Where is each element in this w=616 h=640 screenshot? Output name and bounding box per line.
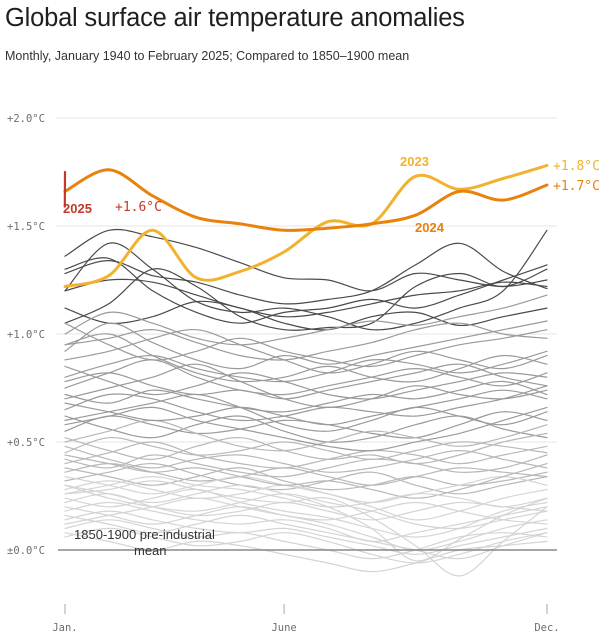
y-tick-label: +1.5°C (7, 221, 45, 233)
value-label-2023: +1.8°C (553, 159, 600, 174)
series-line (64, 389, 548, 426)
x-tick-label: Jan. (52, 622, 77, 634)
value-label-2024: +1.7°C (553, 179, 600, 194)
annotations: 1850-1900 pre-industrial mean 2023 2024 20… (63, 154, 600, 558)
y-tick-label: ±0.0°C (7, 545, 45, 557)
chart-title: Global surface air temperature anomalies (5, 4, 465, 32)
series-line (64, 242, 548, 305)
x-tick-label: Dec. (534, 622, 559, 634)
series-line (64, 228, 548, 292)
x-axis-ticks: Jan. June Dec. (52, 604, 560, 634)
series-line (64, 484, 548, 530)
series-name-2025: 2025 (63, 201, 92, 216)
series-line (64, 475, 548, 508)
series-line (64, 363, 548, 400)
series-line (64, 488, 548, 538)
series-line (64, 506, 548, 551)
series-line (64, 432, 548, 465)
x-tick-label: June (271, 622, 296, 634)
series-line (64, 257, 548, 324)
series-line (64, 320, 548, 370)
series-line (64, 406, 548, 452)
series-line-2024 (63, 168, 549, 232)
y-tick-label: +2.0°C (7, 113, 45, 125)
series-line (64, 497, 548, 525)
series-line (64, 300, 548, 331)
series-line (64, 437, 548, 460)
series-line (64, 229, 548, 331)
series-line (64, 294, 548, 346)
series-line (64, 519, 548, 560)
series-line (64, 333, 548, 383)
series-line (64, 514, 548, 560)
series-line (64, 462, 548, 495)
series-line (64, 393, 548, 432)
value-label-2025: +1.6°C (115, 200, 162, 215)
series-name-2024: 2024 (415, 220, 445, 235)
series-line (64, 527, 548, 564)
series-line (64, 365, 548, 400)
series-line (64, 510, 548, 555)
series-line (64, 480, 548, 577)
y-tick-label: +1.0°C (7, 329, 45, 341)
series-line (64, 415, 548, 443)
series-line (64, 441, 548, 469)
series-line (64, 501, 548, 543)
series-line (64, 329, 548, 374)
series-line (64, 445, 548, 473)
series-line (64, 454, 548, 499)
series-line (64, 411, 548, 439)
series-line (64, 278, 548, 318)
series-line (64, 363, 548, 409)
series-line (64, 419, 548, 452)
y-axis-ticks: ±0.0°C +0.5°C +1.0°C +1.5°C +2.0°C (7, 113, 45, 557)
series-line (64, 454, 548, 478)
series-line (64, 350, 548, 383)
chart-subtitle: Monthly, January 1940 to February 2025; … (5, 49, 410, 63)
baseline-label-line2: mean (134, 543, 167, 558)
baseline-label-line1: 1850-1900 pre-industrial (74, 527, 215, 542)
series-line (64, 385, 548, 422)
series-line (64, 268, 548, 331)
series-name-2023: 2023 (400, 154, 429, 169)
series-line (64, 359, 548, 396)
series-line (64, 480, 548, 521)
series-line-2023 (63, 164, 549, 288)
y-tick-label: +0.5°C (7, 437, 45, 449)
series-line (64, 380, 548, 413)
historical-series (64, 228, 548, 577)
series-line (64, 475, 548, 504)
highlight-series (63, 164, 549, 288)
